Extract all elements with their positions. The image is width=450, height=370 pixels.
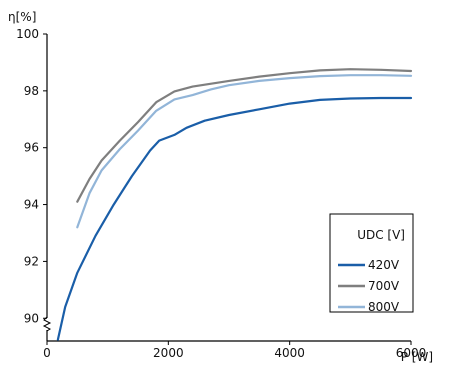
y-tick-label: 90 [24,311,39,325]
axis-break-mark [42,316,52,332]
series-line-420v [56,96,413,341]
series-lines [56,68,413,341]
y-tick-label: 100 [16,27,39,41]
y-tick-label: 98 [24,84,39,98]
y-tick-label: 94 [24,198,39,212]
legend-label-700v: 700V [368,279,400,293]
legend-title: UDC [V] [357,228,405,242]
y-tick-label: 92 [24,254,39,268]
legend-label-420v: 420V [368,258,400,272]
legend-box [329,213,414,313]
y-tick-label: 96 [24,141,39,155]
axes: 90 92 94 96 98 100 0 2000 4000 6000 η[%] P [W] [8,10,433,364]
x-tick-label: 0 [43,346,51,360]
x-axis-title: P [W] [401,350,433,364]
legend-label-800v: 800V [368,300,400,314]
series-line-800v [76,74,413,229]
x-tick-label: 6000 [396,346,427,360]
y-axis-title: η[%] [8,10,36,24]
x-tick-label: 4000 [274,346,305,360]
series-line-700v [76,68,413,203]
legend: UDC [V] 420V 700V 800V [329,213,414,314]
x-tick-label: 2000 [153,346,184,360]
